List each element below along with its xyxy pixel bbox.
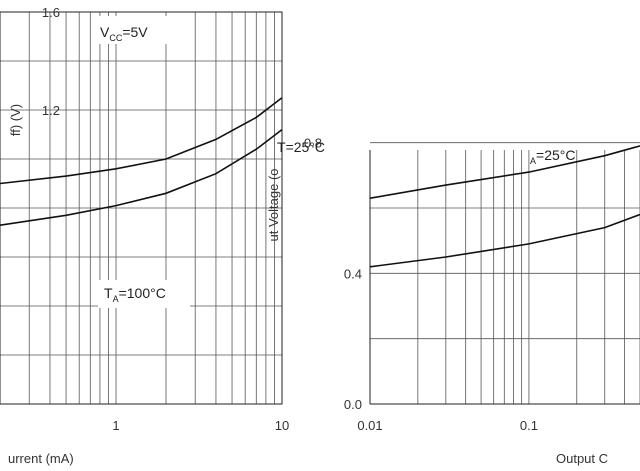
right-annotation-ta-1-rest: =25°C — [286, 139, 325, 155]
right-series-0-line — [369, 145, 640, 199]
right-y-axis-title: ut Voltage (o — [266, 169, 281, 242]
left-x-tick-label-1: 10 — [275, 418, 289, 433]
right-y-tick-label-1: 0.4 — [344, 266, 362, 281]
right-x-tick-label-1: 0.1 — [520, 418, 538, 433]
left-y-tick-label-0: 1.6 — [42, 5, 60, 20]
right-x-axis-title: Output C — [556, 451, 608, 466]
left-annotation-bg-vcc — [95, 16, 185, 44]
right-x-tick-label-0: 0.01 — [357, 418, 382, 433]
right-annotation-ta-2-sub: A — [530, 156, 536, 166]
left-annotation-vcc-main: V — [100, 24, 110, 40]
left-series-0-line — [0, 97, 283, 185]
left-annotation-vcc-sub: CC — [109, 33, 122, 43]
left-annotation-vcc-rest: =5V — [122, 24, 148, 40]
right-annotation-ta-1: T=25°C — [277, 139, 325, 155]
right-panel-bg — [310, 140, 640, 471]
right-y-tick-label-0: 0.8 — [304, 136, 322, 151]
left-annotation-ta-sub: A — [113, 294, 119, 304]
left-annotation-vcc: VCC=5V — [100, 24, 148, 43]
left-series-1-line — [0, 128, 283, 226]
left-x-tick-label-0: 1 — [112, 418, 119, 433]
right-annotation-ta-1-main: T — [277, 139, 286, 155]
left-annotation-ta-main: T — [104, 285, 113, 301]
left-annotation-ta: TA=100°C — [104, 285, 166, 304]
left-annotation-ta-rest: =100°C — [119, 285, 166, 301]
right-annotation-ta-2: A=25°C — [530, 147, 575, 166]
left-y-axis-title: ff) (V) — [8, 104, 23, 136]
left-x-axis-title: urrent (mA) — [8, 451, 74, 466]
right-annotation-ta-2-rest: =25°C — [536, 147, 575, 163]
right-y-tick-label-2: 0.0 — [344, 397, 362, 412]
right-series-1-line — [369, 213, 640, 268]
left-plot-frame — [0, 11, 283, 405]
left-annotation-bg-ta — [98, 280, 190, 308]
left-y-tick-label-1: 1.2 — [42, 103, 60, 118]
